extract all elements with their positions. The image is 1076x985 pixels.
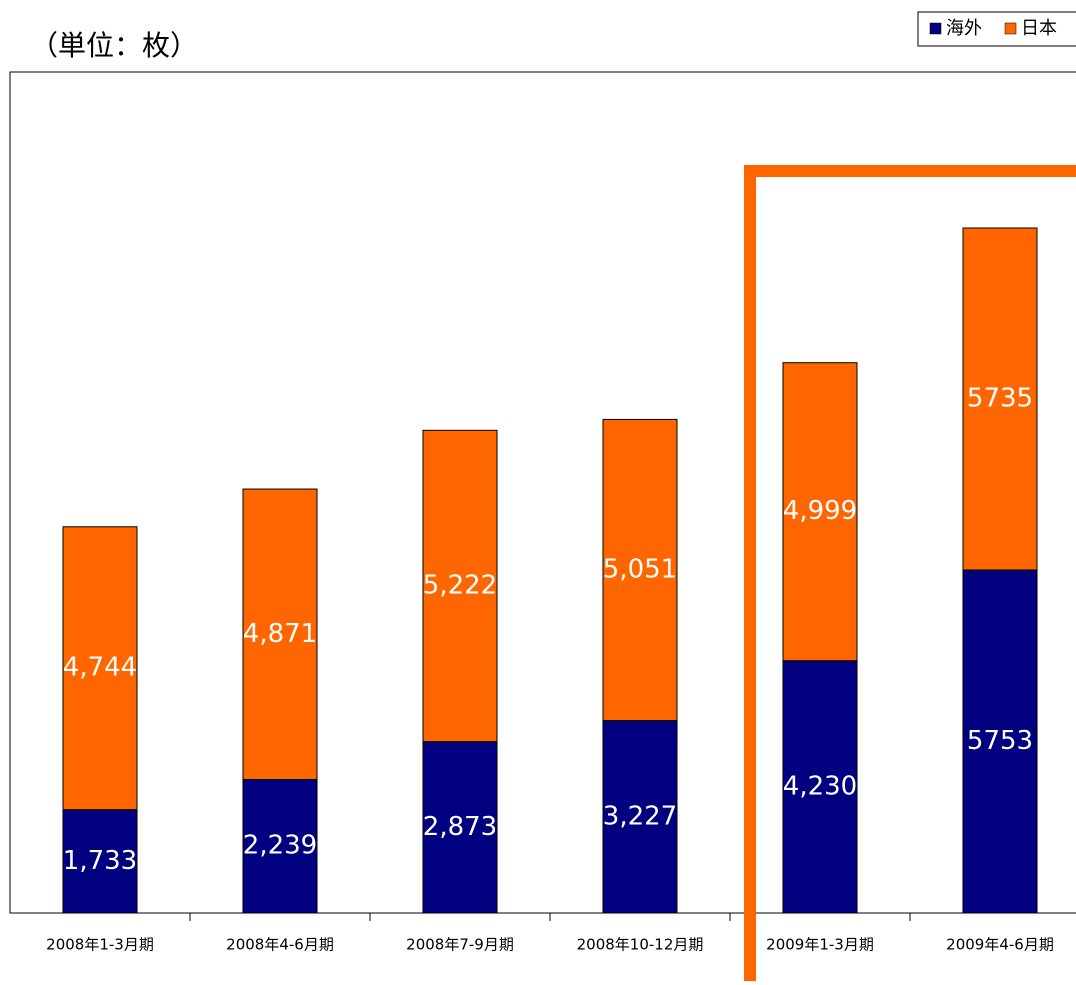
x-tick-label: 2008年7-9月期 [406,936,514,954]
x-tick-label: 2009年4-6月期 [946,936,1054,954]
value-label: 1,733 [63,846,137,876]
value-label: 2,873 [423,812,497,842]
highlight-frame [744,165,1076,981]
unit-label: （単位：枚） [30,29,198,62]
value-label: 5735 [967,383,1033,413]
legend: 海外 日本 [929,18,1057,39]
bar-segment [602,418,678,722]
value-label: 3,227 [603,801,677,831]
bar-segment [602,720,678,914]
value-label: 4,999 [783,496,857,526]
legend-swatch [1004,22,1017,35]
bar-segment [782,362,858,662]
value-label: 4,871 [243,619,317,649]
plot-frame [9,71,1076,914]
value-label: 5753 [967,726,1033,756]
value-label: 4,744 [63,653,137,683]
value-label: 5,051 [603,554,677,584]
bar-segment [62,526,138,811]
legend-swatch [929,22,942,35]
value-label: 4,230 [783,771,857,801]
x-tick-label: 2008年4-6月期 [226,936,334,954]
bar-segment [242,488,318,780]
value-label: 2,239 [243,831,317,861]
legend-box [917,11,1076,47]
bar-segment [422,429,498,743]
bar-segment [242,778,318,914]
bar-segment [962,227,1038,571]
bar-segment [962,569,1038,914]
bar-segment [422,741,498,914]
x-tick-label: 2009年1-3月期 [766,936,874,954]
bar-segment [782,660,858,914]
x-tick-label: 2008年10-12月期 [577,936,704,954]
legend-label: 日本 [1021,18,1057,39]
value-label: 5,222 [423,571,497,601]
x-tick-label: 2008年1-3月期 [46,936,154,954]
legend-label: 海外 [946,18,982,39]
bar-segment [62,809,138,914]
